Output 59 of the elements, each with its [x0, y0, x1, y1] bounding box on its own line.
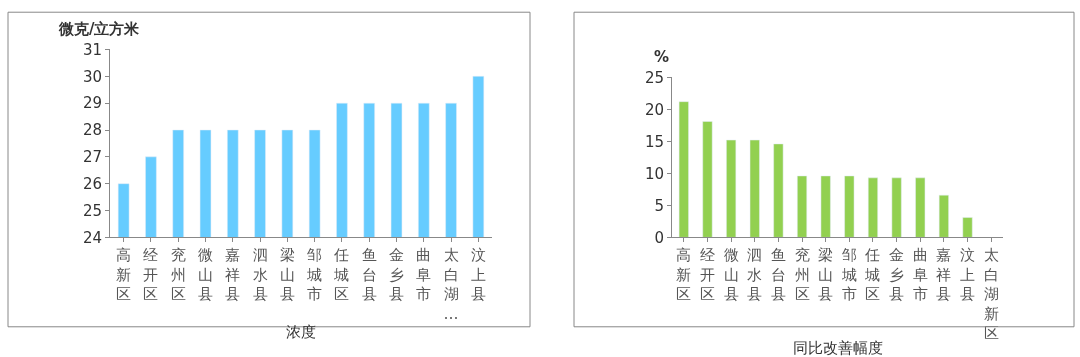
x-tick-label: 经开区 [699, 246, 715, 304]
x-tick-label: 邹城市 [306, 246, 323, 304]
y-tick-label: 28 [82, 121, 102, 140]
x-axis-title: 同比改善幅度 [792, 339, 883, 357]
y-tick-label: 24 [82, 228, 102, 247]
bar [797, 175, 808, 238]
bar [749, 139, 760, 238]
bar [820, 175, 831, 238]
y-tick-label: 15 [644, 132, 664, 151]
y-tick-label: 30 [82, 67, 102, 86]
x-tick-label: 微山县 [723, 246, 739, 304]
y-tick-label: 20 [644, 100, 664, 119]
y-tick-label: 31 [82, 40, 102, 59]
x-tick-label: 汶上县 [470, 246, 486, 304]
x-tick-label: 嘉祥县 [936, 246, 952, 304]
x-tick-label: 梁山县 [818, 246, 834, 304]
x-tick-label: 鱼台县 [361, 246, 377, 304]
x-tick-label: 金乡县 [889, 246, 905, 304]
x-tick-label: 金乡县 [389, 246, 404, 304]
bar [867, 177, 878, 238]
bar [726, 139, 737, 238]
bar [915, 177, 926, 238]
bar [938, 194, 949, 238]
x-tick-label: 兖州区 [170, 246, 186, 304]
x-tick-label: 兖州区 [794, 246, 810, 304]
x-tick-label: 曲阜市 [416, 246, 432, 304]
y-tick-label: 5 [654, 196, 664, 215]
y-tick-label: 27 [82, 148, 102, 167]
y-axis-title: 微克/立方米 [58, 20, 141, 38]
x-axis-title: 浓度 [286, 322, 316, 341]
x-tick-label: 任城区 [333, 246, 350, 304]
y-tick-label: 26 [82, 174, 102, 193]
x-tick-label: 汶上县 [960, 246, 976, 304]
bar [678, 101, 689, 238]
x-tick-label: 经开区 [143, 246, 159, 304]
x-tick-label: 曲阜市 [912, 246, 928, 304]
x-tick-label: 任城区 [864, 246, 881, 304]
x-tick-label: 微山县 [198, 246, 213, 304]
bar [962, 217, 973, 238]
bar [773, 143, 784, 238]
x-tick-label: 泗水县 [252, 246, 268, 304]
y-tick-label: 29 [82, 94, 102, 113]
bar [702, 121, 713, 238]
x-tick-label: 泗水县 [747, 246, 763, 304]
x-tick-label: 梁山县 [279, 246, 295, 304]
x-tick-label: 邹城市 [840, 246, 857, 304]
x-tick-label: 太白湖新区 [983, 246, 999, 343]
x-tick-label: 嘉祥县 [225, 246, 241, 304]
x-tick-label: 鱼台县 [770, 246, 786, 304]
bar [844, 175, 855, 238]
y-axis-title: % [654, 48, 670, 66]
y-tick-label: 25 [644, 68, 664, 87]
x-tick-label: 太白湖… [443, 246, 459, 323]
y-tick-label: 10 [644, 164, 664, 183]
bar [891, 177, 902, 238]
x-tick-label: 高新区 [116, 246, 132, 304]
y-tick-label: 0 [654, 228, 664, 247]
y-tick-label: 25 [82, 201, 102, 220]
x-tick-label: 高新区 [676, 246, 692, 304]
